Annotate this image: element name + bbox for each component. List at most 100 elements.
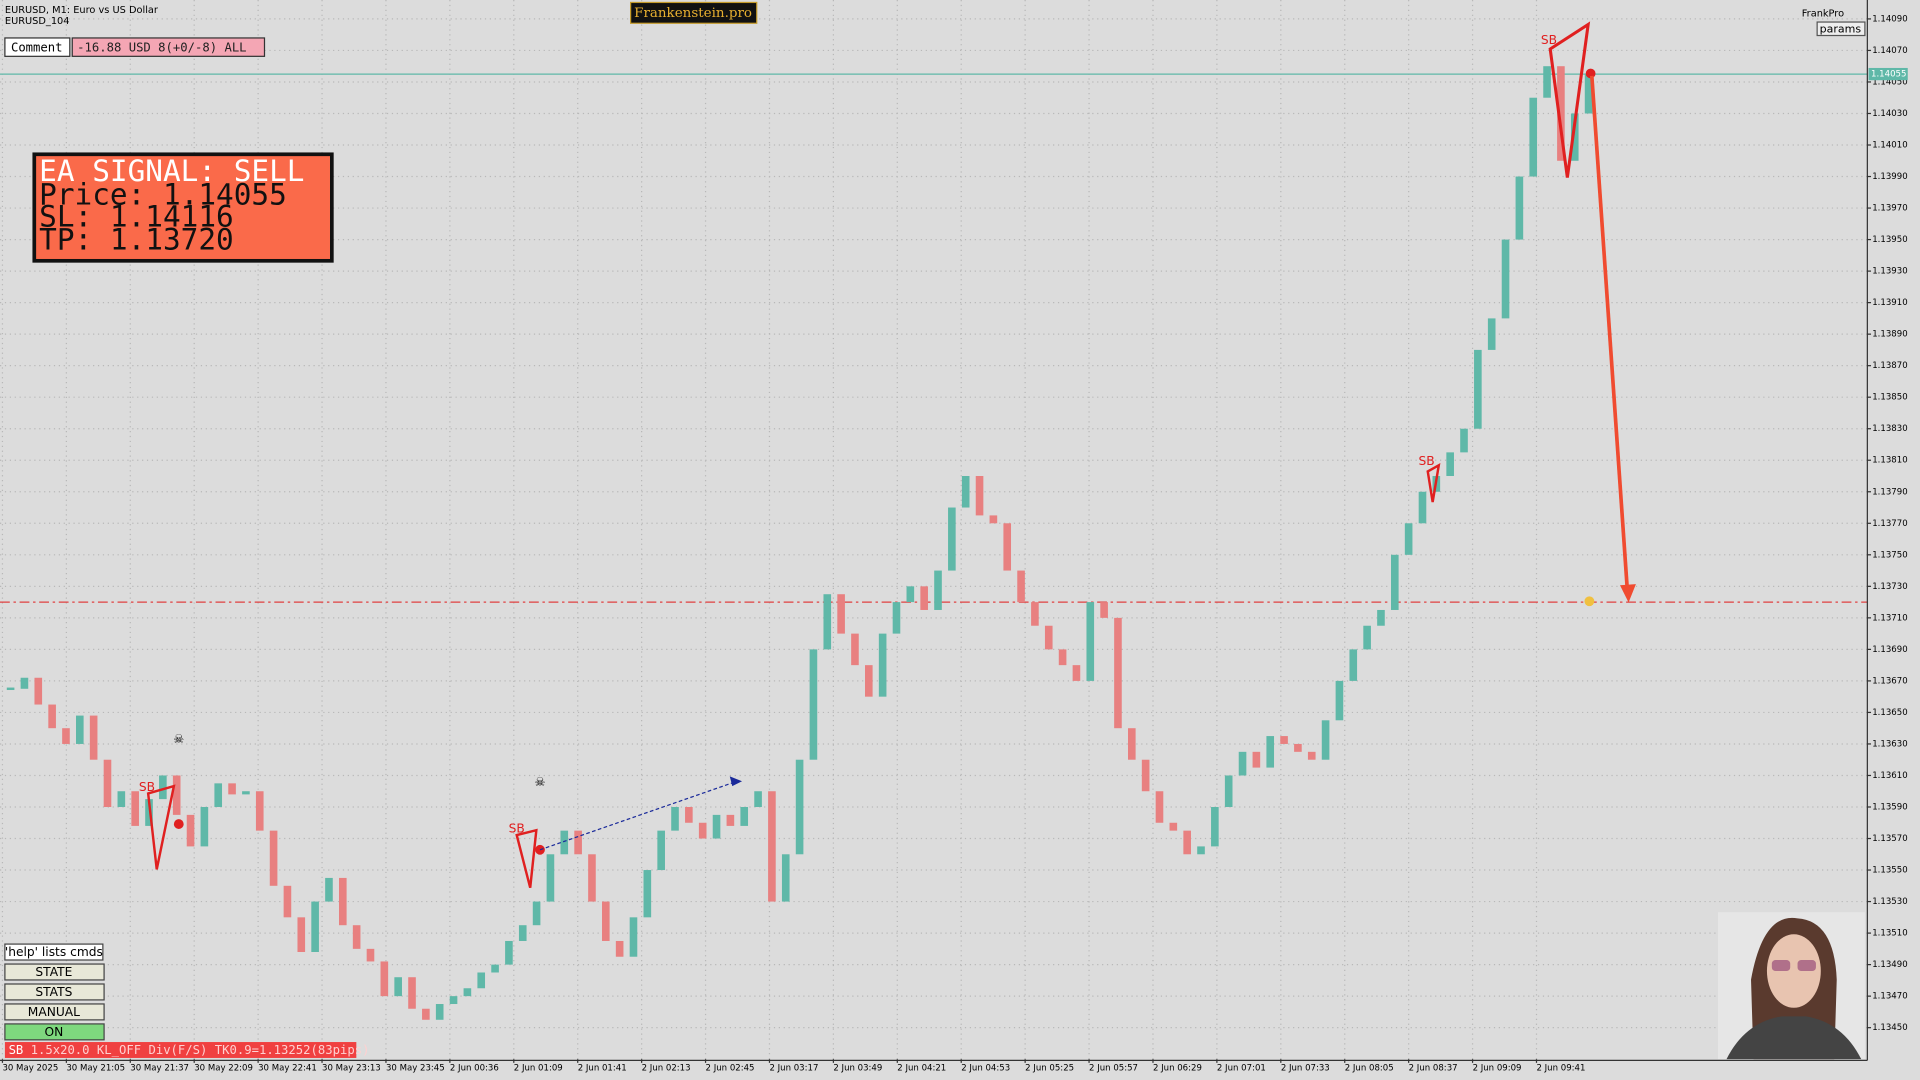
candle	[1460, 428, 1468, 453]
y-tick-label: 1.13450	[1872, 1023, 1907, 1033]
candle	[864, 665, 873, 697]
button[interactable]	[4, 1003, 105, 1021]
button[interactable]	[4, 983, 105, 1001]
candle	[1390, 554, 1399, 610]
candle	[1238, 751, 1247, 776]
brand-box[interactable]	[630, 1, 758, 24]
sb-pattern	[1426, 463, 1441, 503]
button[interactable]	[4, 943, 104, 961]
candle	[338, 877, 347, 926]
params-button[interactable]	[1816, 21, 1866, 37]
candle	[6, 687, 15, 691]
candle	[311, 901, 319, 953]
candle	[809, 649, 818, 760]
button[interactable]	[4, 1023, 105, 1041]
button-label[interactable]: STATS	[35, 985, 72, 999]
candle	[1584, 74, 1593, 114]
candle	[1557, 66, 1565, 161]
y-tick-label: 1.13610	[1872, 771, 1907, 781]
candle	[1017, 570, 1025, 603]
sb-pattern	[1548, 21, 1591, 178]
candle	[1058, 649, 1067, 666]
candle	[255, 791, 264, 831]
candle	[422, 1008, 430, 1020]
candle	[1418, 491, 1427, 524]
price-axis	[1867, 0, 1920, 1061]
candle	[574, 830, 582, 855]
y-tick-label: 1.13750	[1872, 550, 1907, 560]
candle	[1307, 751, 1316, 760]
candle	[892, 602, 901, 634]
x-tick-label: 30 May 21:37	[130, 1063, 189, 1073]
candle	[131, 791, 139, 826]
status-bar	[4, 1042, 357, 1058]
candle	[934, 570, 942, 610]
candle	[352, 925, 361, 949]
current-price-badge	[1868, 67, 1908, 81]
candle	[1044, 625, 1053, 650]
candle	[643, 870, 652, 918]
candle	[366, 948, 375, 962]
button-label[interactable]: MANUAL	[28, 1005, 80, 1019]
y-tick-label: 1.13850	[1872, 393, 1907, 403]
y-tick-label: 1.13970	[1872, 204, 1907, 214]
candle	[117, 791, 126, 807]
candle	[615, 940, 624, 957]
status-text: 1.5x20.0 KL_OFF Div(F/S) TK0.9=1.13252(8…	[31, 1043, 370, 1057]
x-tick-label: 2 Jun 02:13	[642, 1063, 691, 1073]
y-tick-label: 1.13650	[1872, 708, 1907, 718]
candle	[1169, 822, 1178, 831]
entry-marker	[173, 819, 184, 829]
candle	[200, 806, 209, 847]
x-tick-label: 30 May 21:05	[66, 1063, 125, 1073]
candle	[297, 917, 306, 953]
candle	[408, 977, 416, 1009]
button-label[interactable]: STATE	[35, 965, 72, 979]
x-tick-label: 2 Jun 04:21	[897, 1063, 946, 1073]
candle	[1100, 602, 1108, 618]
candle	[1377, 609, 1385, 626]
candle	[795, 759, 804, 855]
candle	[1141, 759, 1150, 792]
brand[interactable]: Frankenstein.pro	[634, 6, 752, 21]
button-label[interactable]: 'help' lists cmds	[5, 945, 103, 959]
comment-value-box	[71, 37, 266, 57]
skull-icon: ☠	[535, 775, 546, 789]
comment-value: -16.88 USD 8(+0/-8) ALL	[77, 40, 246, 54]
button-label[interactable]: ON	[44, 1025, 63, 1039]
y-tick-label: 1.13770	[1872, 519, 1907, 529]
candle	[1501, 239, 1510, 319]
signal-box	[32, 152, 334, 263]
candle	[242, 791, 250, 795]
y-tick-label: 1.14070	[1872, 46, 1907, 56]
candle	[532, 901, 541, 926]
y-tick-label: 1.13890	[1872, 330, 1907, 340]
x-tick-label: 2 Jun 01:09	[514, 1063, 563, 1073]
candle	[34, 677, 43, 705]
candle	[920, 586, 928, 610]
y-tick-label: 1.13730	[1872, 582, 1907, 592]
candle	[1003, 523, 1012, 571]
candle	[1321, 720, 1330, 760]
params-label[interactable]: params	[1820, 22, 1862, 35]
candle	[1114, 617, 1122, 729]
y-tick-label: 1.13630	[1872, 739, 1907, 749]
y-tick-label: 1.13710	[1872, 613, 1907, 623]
y-tick-label: 1.13570	[1872, 834, 1907, 844]
sb-label: SB	[1418, 454, 1434, 468]
candle	[712, 814, 721, 839]
tp-marker	[1584, 596, 1595, 607]
arrowhead	[1620, 584, 1636, 603]
candle	[1349, 649, 1358, 681]
skull-icon: ☠	[173, 732, 184, 746]
candle	[159, 775, 167, 800]
axes: 1.14090 1.14070 1.14050 1.14030 1.14010 1.139…	[1, 14, 1908, 1073]
candle	[1197, 846, 1205, 855]
candle	[89, 715, 98, 760]
candle	[394, 977, 402, 997]
x-tick-label: 30 May 23:13	[322, 1063, 381, 1073]
button[interactable]	[4, 963, 105, 981]
candle	[1127, 728, 1136, 760]
candle	[698, 822, 707, 839]
y-tick-label: 1.13990	[1872, 172, 1907, 182]
